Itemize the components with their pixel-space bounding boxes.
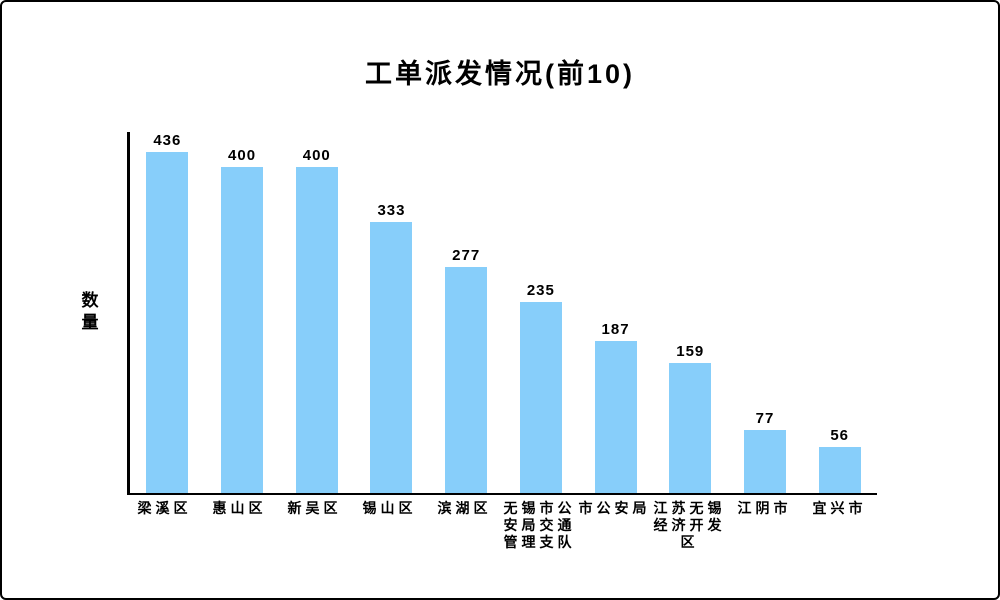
bar-value-label: 235 (526, 281, 555, 299)
x-axis-category-label: 滨湖区 (437, 500, 492, 516)
chart-title: 工单派发情况(前10) (364, 59, 635, 89)
bar-slot: 235 (504, 132, 579, 493)
bar (519, 301, 562, 493)
bars-container: 436 400 400 333 277 235 187 159 77 56 (130, 132, 877, 493)
x-axis-category-label: 惠山区 (212, 500, 267, 516)
x-axis-labels: 梁溪区 惠山区 新吴区 锡山区 滨湖区 无锡市公安局交通管理支队 市公安局 江苏无锡经济开发区… (127, 500, 877, 550)
x-axis-category-label: 无锡市公安局交通管理支队 (503, 500, 576, 550)
bar-value-label: 159 (676, 343, 705, 361)
bar-slot: 159 (653, 132, 728, 493)
bar (221, 167, 264, 493)
bar-slot: 77 (728, 132, 803, 493)
x-axis-category-label: 锡山区 (362, 500, 417, 516)
y-axis-label: 数量 (81, 291, 99, 333)
bar-value-label: 277 (452, 247, 481, 265)
plot-area: 436 400 400 333 277 235 187 159 77 56 (127, 132, 877, 495)
bar (743, 430, 786, 493)
bar-value-label: 400 (228, 147, 257, 165)
bar-value-label: 333 (377, 201, 406, 219)
bar (594, 340, 637, 493)
x-axis-category-label: 梁溪区 (137, 500, 192, 516)
bar (669, 363, 712, 493)
bar-value-label: 400 (302, 147, 331, 165)
bar (295, 167, 338, 493)
bar-value-label: 187 (601, 320, 630, 338)
bar (146, 152, 189, 493)
bar-value-label: 77 (755, 410, 775, 428)
bar-slot: 436 (130, 132, 205, 493)
bar-slot: 333 (354, 132, 429, 493)
bar-slot: 277 (429, 132, 504, 493)
bar (370, 221, 413, 493)
x-axis-category-label: 新吴区 (287, 500, 342, 516)
bar (445, 267, 488, 493)
bar-value-label: 436 (153, 132, 182, 149)
x-axis-category-label: 宜兴市 (812, 500, 867, 516)
bar-slot: 400 (279, 132, 354, 493)
bar-slot: 400 (205, 132, 280, 493)
x-axis-category-label: 江阴市 (737, 500, 792, 516)
bar (818, 447, 861, 493)
bar-slot: 56 (802, 132, 877, 493)
x-axis-category-label: 江苏无锡经济开发区 (653, 500, 726, 550)
x-axis-category-label: 市公安局 (578, 500, 651, 516)
bar-value-label: 56 (830, 427, 850, 445)
bar-slot: 187 (578, 132, 653, 493)
